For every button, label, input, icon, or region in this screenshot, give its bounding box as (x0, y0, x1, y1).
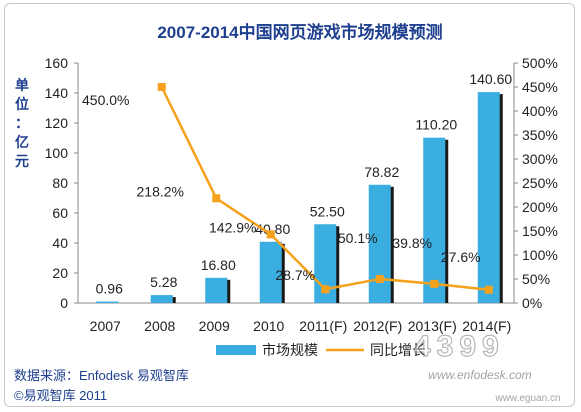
x-tick-label: 2012(F) (353, 318, 402, 334)
growth-point (484, 285, 493, 294)
bar-value-label: 5.28 (150, 274, 177, 290)
y-tick-label: 160 (45, 55, 69, 71)
growth-point (157, 83, 166, 91)
legend: 市场规模 同比增长 (216, 342, 426, 358)
svg-text:4399: 4399 (414, 330, 505, 363)
axes (74, 62, 518, 304)
watermark: 4399 www.enfodesk.com www.eguan.cn (413, 329, 560, 404)
growth-value-label: 28.7% (275, 267, 315, 283)
growth-point (212, 194, 221, 203)
y2-tick-label: 350% (522, 127, 558, 143)
growth-labels: 450.0% 218.2% 142.9% 28.7% 50.1% 39.8% 27.6% (82, 92, 481, 283)
y-axis-label-char: ： (15, 115, 29, 131)
y-axis-label-char: 亿 (15, 134, 29, 150)
y-tick-label: 60 (52, 205, 68, 221)
x-tick-label: 2013(F) (408, 318, 457, 334)
bar-value-label: 52.50 (310, 203, 345, 219)
y2-tick-label: 100% (522, 247, 558, 263)
copyright-note: ©易观智库 2011 (14, 388, 107, 403)
y-tick-label: 0 (60, 295, 68, 311)
bar-value-label: 16.80 (201, 257, 236, 273)
y2-tick-label: 150% (522, 223, 558, 239)
bar-value-label: 0.96 (96, 281, 123, 297)
bar (205, 277, 228, 303)
y-axis-label-char: 单 (15, 77, 29, 93)
growth-point (375, 274, 384, 283)
bar-value-label: 140.60 (469, 71, 512, 87)
growth-value-label: 450.0% (82, 92, 129, 108)
watermark-url-2: www.eguan.cn (494, 393, 560, 404)
y-tick-label: 80 (52, 175, 68, 191)
y-tick-label: 120 (45, 115, 69, 131)
y2-tick-label: 200% (522, 199, 558, 215)
y2-tick-label: 400% (522, 103, 558, 119)
y2-tick-label: 450% (522, 79, 558, 95)
x-tick-labels: 2007 2008 2009 2010 2011(F) 2012(F) 2013(F) 201… (90, 318, 512, 334)
growth-point (266, 230, 275, 239)
y2-tick-label: 50% (522, 271, 550, 287)
bar-labels: 0.96 5.28 16.80 40.80 52.50 78.82 110.20 140.60 (96, 71, 513, 296)
growth-value-label: 39.8% (392, 235, 432, 251)
bar (259, 241, 282, 303)
y-axis-label: 单位 ： 亿元 (15, 77, 29, 169)
y2-tick-label: 250% (522, 175, 558, 191)
x-tick-label: 2010 (253, 318, 284, 334)
legend-label-line: 同比增长 (370, 342, 426, 358)
legend-label-bars: 市场规模 (262, 342, 318, 358)
y-tick-labels: 0 20 40 60 80 100 120 140 160 (45, 55, 69, 311)
growth-value-label: 142.9% (209, 219, 256, 235)
bar-value-label: 78.82 (364, 164, 399, 180)
y2-tick-label: 500% (522, 55, 558, 71)
watermark-url-1: www.enfodesk.com (428, 368, 531, 382)
growth-value-label: 218.2% (137, 183, 184, 199)
x-tick-label: 2014(F) (462, 318, 511, 334)
y-tick-label: 40 (52, 235, 68, 251)
y-axis-label-char: 位 (15, 96, 29, 112)
bar (423, 137, 446, 303)
growth-value-label: 50.1% (338, 230, 378, 246)
y-tick-label: 100 (45, 145, 69, 161)
y2-tick-labels: 0% 50% 100% 150% 200% 250% 300% 350% 400% 450% 500… (522, 55, 558, 311)
watermark-logo: 4399 (413, 329, 505, 363)
source-note: 数据来源：Enfodesk 易观智库 (14, 368, 189, 383)
y-tick-label: 20 (52, 265, 68, 281)
chart-title: 2007-2014中国网页游戏市场规模预测 (157, 22, 442, 42)
growth-line (157, 83, 493, 294)
x-tick-label: 2007 (90, 318, 121, 334)
y-axis-label-char: 元 (15, 153, 29, 169)
y2-tick-label: 0% (522, 295, 542, 311)
bar (96, 301, 119, 303)
bar (150, 295, 173, 303)
bar-value-label: 40.80 (255, 221, 290, 237)
x-tick-label: 2009 (199, 318, 230, 334)
bar (477, 92, 500, 303)
x-tick-label: 2011(F) (299, 318, 347, 334)
bar-value-label: 110.20 (415, 117, 457, 133)
legend-swatch-bars (216, 345, 256, 355)
bar (368, 184, 391, 303)
growth-point (321, 285, 330, 294)
growth-point (430, 279, 439, 288)
x-tick-label: 2008 (144, 318, 175, 334)
growth-value-label: 27.6% (441, 249, 481, 265)
y2-tick-label: 300% (522, 151, 558, 167)
y-tick-label: 140 (45, 85, 69, 101)
